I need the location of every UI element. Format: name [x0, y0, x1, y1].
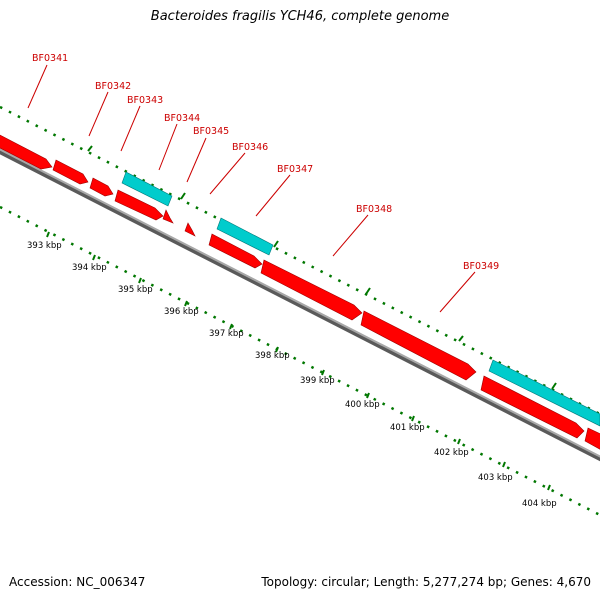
- outer-tick-ring: [0, 105, 600, 416]
- inner-major-tick: [502, 461, 506, 468]
- gene-arrow-bf0348[interactable]: [260, 259, 363, 321]
- gene-arrow-bf0342[interactable]: [52, 159, 89, 185]
- rna-features: [121, 171, 600, 427]
- outer-major-tick: [551, 382, 557, 390]
- scale-label: 398 kbp: [255, 351, 290, 361]
- gene-arrow-bf0343[interactable]: [89, 177, 114, 197]
- scale-label: 394 kbp: [72, 263, 107, 273]
- inner-major-tick: [229, 323, 233, 330]
- leader-line-bf0341: [27, 64, 48, 109]
- inner-major-tick: [366, 392, 370, 399]
- scale-label: 399 kbp: [300, 376, 335, 386]
- leader-line-bf0346: [209, 152, 246, 195]
- gene-arrow-bf0345[interactable]: [162, 209, 174, 224]
- scale-label: 403 kbp: [478, 473, 513, 483]
- rna-bar[interactable]: [488, 359, 600, 427]
- scale-label: 397 kbp: [209, 329, 244, 339]
- leader-line-bf0344: [158, 123, 178, 171]
- inner-major-tick: [92, 254, 96, 261]
- gene-arrow-bf0346[interactable]: [184, 222, 196, 237]
- backbone-highlight: [0, 148, 600, 458]
- inner-tick-ring: [0, 205, 600, 517]
- gene-arrow-bf0349[interactable]: [360, 310, 477, 381]
- label-leaders: [27, 64, 476, 313]
- inner-major-tick: [46, 231, 50, 238]
- genome-summary-text: Topology: circular; Length: 5,277,274 bp…: [261, 575, 591, 589]
- scale-label: 402 kbp: [434, 448, 469, 458]
- outer-major-tick: [273, 240, 279, 248]
- gene-arrow-bf0350[interactable]: [480, 375, 585, 439]
- gene-label-bf0342[interactable]: BF0342: [95, 81, 131, 92]
- scale-label: 404 kbp: [522, 499, 557, 509]
- outer-major-tick: [365, 287, 371, 295]
- gene-label-bf0346[interactable]: BF0346: [232, 142, 268, 153]
- leader-line-bf0342: [88, 91, 109, 137]
- gene-label-bf0343[interactable]: BF0343: [127, 95, 163, 106]
- gene-label-bf0341[interactable]: BF0341: [32, 53, 68, 64]
- inner-major-tick: [411, 415, 415, 422]
- inner-major-tick: [184, 300, 188, 307]
- map-title: Bacteroides fragilis YCH46, complete gen…: [150, 9, 450, 24]
- inner-major-tick: [138, 277, 142, 284]
- inner-major-tick: [547, 484, 551, 491]
- gene-label-bf0347[interactable]: BF0347: [277, 164, 313, 175]
- scale-labels: 393 kbp 394 kbp 395 kbp 396 kbp 397 kbp …: [27, 241, 557, 509]
- inner-major-tick: [457, 438, 461, 445]
- outer-major-tick: [180, 192, 186, 200]
- scale-label: 401 kbp: [390, 423, 425, 433]
- leader-line-bf0345: [186, 137, 207, 183]
- leader-line-bf0348: [332, 214, 369, 257]
- backbone-shadow: [0, 148, 600, 462]
- leader-line-bf0343: [120, 105, 141, 152]
- gene-arrow-bf0344[interactable]: [114, 189, 164, 221]
- scale-label: 400 kbp: [345, 400, 380, 410]
- forward-strand-features: [0, 134, 477, 381]
- inner-major-tick: [275, 346, 279, 353]
- gene-labels: BF0341 BF0342 BF0343 BF0344 BF0345 BF034…: [32, 53, 499, 272]
- rna-bar[interactable]: [216, 217, 274, 256]
- inner-major-tick: [321, 369, 325, 376]
- inner-tick-dots: [0, 205, 600, 517]
- gene-arrow-bf0351[interactable]: [584, 427, 600, 452]
- outer-major-tick: [87, 145, 93, 152]
- backbone: [0, 148, 600, 462]
- outer-tick-dots: [0, 105, 600, 416]
- gene-arrow-bf0347[interactable]: [208, 233, 263, 269]
- scale-label: 395 kbp: [118, 285, 153, 295]
- accession-text: Accession: NC_006347: [9, 575, 146, 589]
- gene-label-bf0348[interactable]: BF0348: [356, 204, 392, 215]
- leader-line-bf0349: [439, 271, 476, 313]
- gene-label-bf0345[interactable]: BF0345: [193, 126, 229, 137]
- scale-label: 393 kbp: [27, 241, 62, 251]
- outer-major-tick: [458, 335, 464, 342]
- leader-line-bf0347: [255, 174, 291, 217]
- scale-label: 396 kbp: [164, 307, 199, 317]
- gene-arrow-bf0341[interactable]: [0, 134, 53, 170]
- gene-label-bf0349[interactable]: BF0349: [463, 261, 499, 272]
- gene-label-bf0344[interactable]: BF0344: [164, 113, 200, 124]
- rna-bar[interactable]: [121, 171, 173, 207]
- reverse-strand-features: [114, 189, 600, 452]
